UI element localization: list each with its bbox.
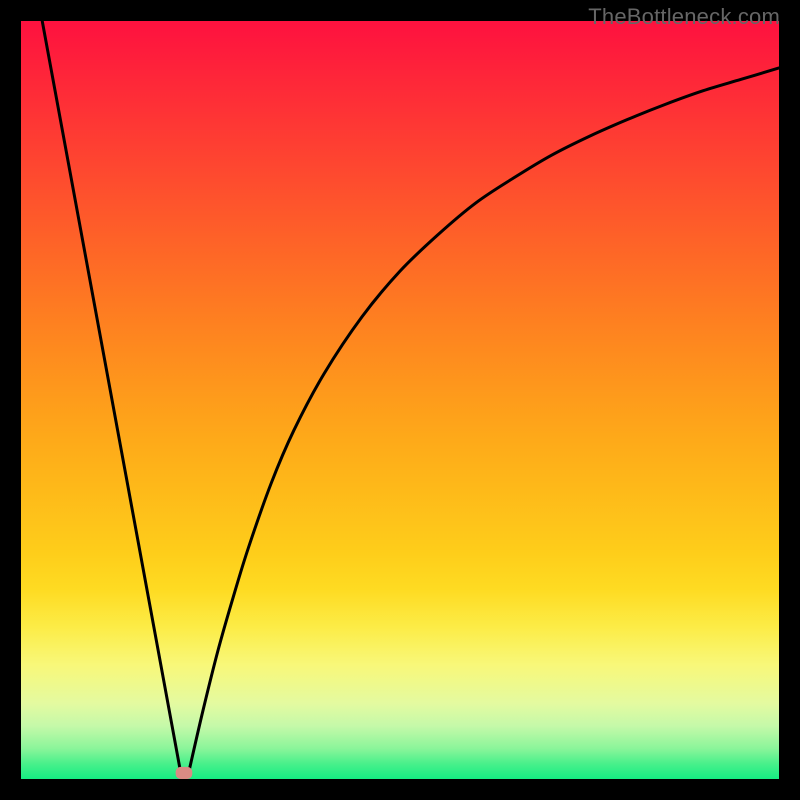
watermark-text: TheBottleneck.com <box>588 4 780 30</box>
optimal-point-marker <box>176 767 193 779</box>
chart-svg <box>0 0 800 800</box>
chart-background-gradient <box>21 21 779 779</box>
bottleneck-chart: TheBottleneck.com <box>0 0 800 800</box>
